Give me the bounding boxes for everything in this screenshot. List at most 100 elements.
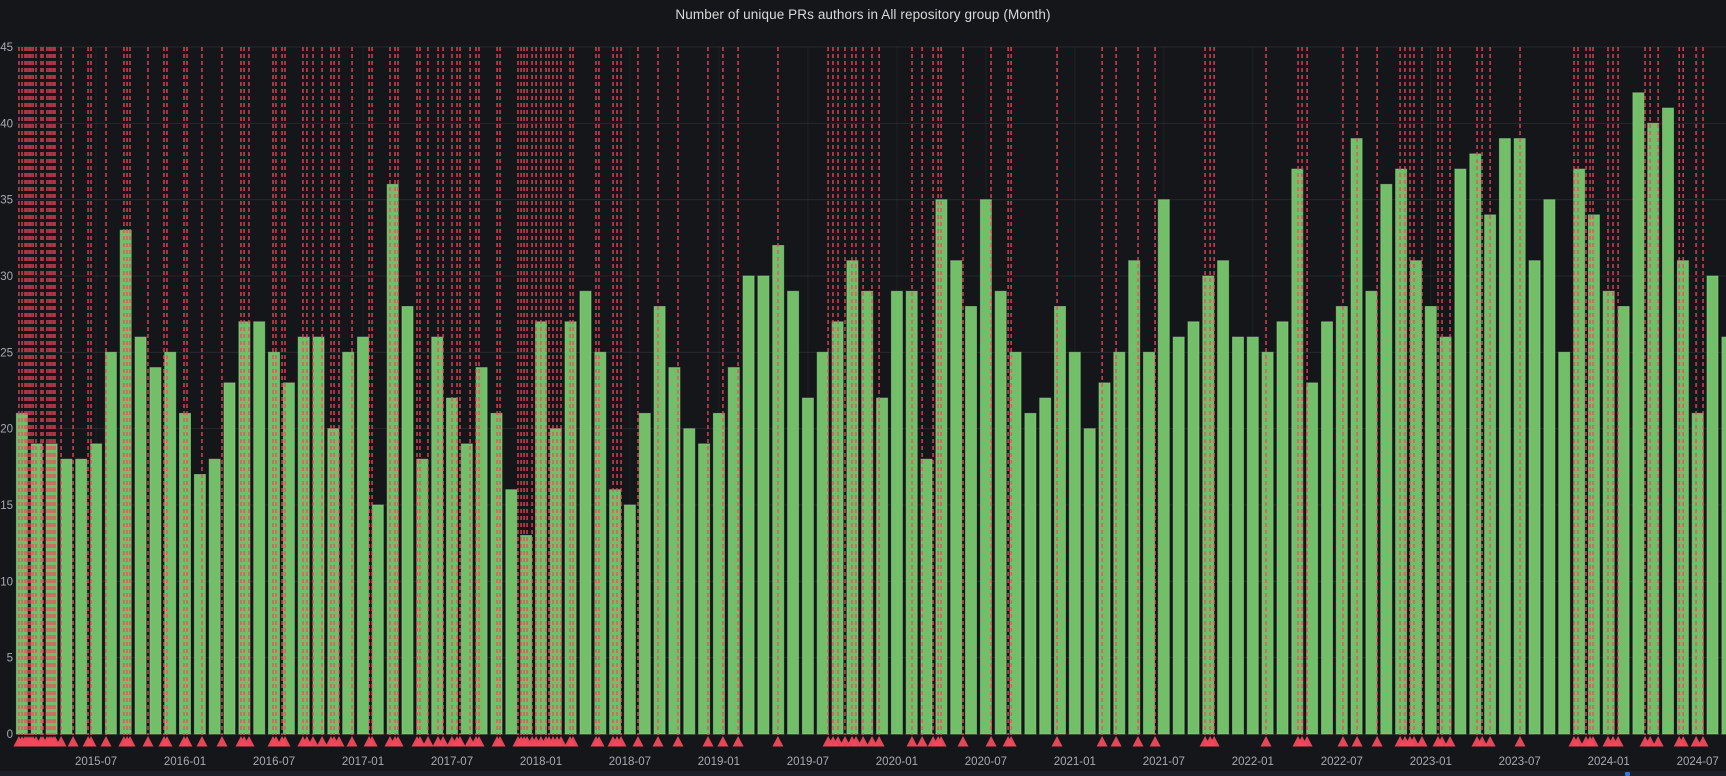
bar[interactable] [1543,199,1556,735]
annotation-marker[interactable] [1587,736,1599,747]
annotation-marker[interactable] [555,736,567,747]
bar[interactable] [342,351,355,735]
annotation-marker[interactable] [732,736,744,747]
bar[interactable] [208,458,221,735]
bar[interactable] [1024,412,1037,735]
bar[interactable] [505,489,518,735]
annotation-marker[interactable] [1416,736,1428,747]
annotation-marker[interactable] [67,736,79,747]
annotation-marker[interactable] [1051,736,1063,747]
bar[interactable] [1261,351,1274,735]
annotation-marker[interactable] [873,736,885,747]
bar[interactable] [386,183,399,735]
annotation-marker[interactable] [1690,736,1702,747]
annotation-marker[interactable] [832,736,844,747]
bar[interactable] [549,428,562,735]
bar[interactable] [979,199,992,735]
annotation-marker[interactable] [454,736,466,747]
bar[interactable] [75,458,88,735]
annotation-marker[interactable] [279,736,291,747]
bar[interactable] [134,336,147,735]
bar[interactable] [1691,412,1704,735]
annotation-marker[interactable] [935,736,947,747]
annotation-marker[interactable] [1208,736,1220,747]
bar[interactable] [712,412,725,735]
annotation-marker[interactable] [366,736,378,747]
annotation-marker[interactable] [567,736,579,747]
annotation-marker[interactable] [772,736,784,747]
bar[interactable] [357,336,369,735]
bar[interactable] [1187,321,1200,735]
annotation-marker[interactable] [161,736,173,747]
annotation-marker[interactable] [839,736,851,747]
bar[interactable] [1276,321,1289,735]
annotation-marker[interactable] [1096,736,1108,747]
bar[interactable] [268,351,280,735]
bar[interactable] [965,306,977,735]
bar[interactable] [223,382,236,735]
bar[interactable] [179,412,191,735]
bar[interactable] [757,275,770,735]
bar[interactable] [1439,336,1452,735]
annotation-marker[interactable] [494,736,506,747]
annotation-marker[interactable] [632,736,644,747]
annotation-marker[interactable] [437,736,449,747]
bar[interactable] [1409,260,1422,735]
annotation-marker[interactable] [702,736,714,747]
bar[interactable] [1335,306,1348,735]
bar[interactable] [297,336,310,735]
bar[interactable] [1143,351,1155,735]
bar[interactable] [1632,92,1645,735]
bar[interactable] [890,290,903,735]
bar[interactable] [1558,351,1571,735]
bar[interactable] [653,306,666,735]
bar[interactable] [327,428,340,735]
annotation-marker[interactable] [1301,736,1313,747]
annotation-marker[interactable] [196,736,208,747]
annotation-marker[interactable] [346,736,358,747]
annotation-marker[interactable] [1149,736,1161,747]
annotation-marker[interactable] [957,736,969,747]
annotation-marker[interactable] [850,736,862,747]
bar[interactable] [787,290,800,735]
bar[interactable] [401,306,414,735]
annotation-marker[interactable] [857,736,869,747]
bar[interactable] [1113,351,1126,735]
annotation-marker[interactable] [1476,736,1488,747]
annotation-marker[interactable] [1484,736,1496,747]
annotation-marker[interactable] [1514,736,1526,747]
annotation-marker[interactable] [906,736,918,747]
annotation-marker[interactable] [100,736,112,747]
bar[interactable] [1573,168,1586,735]
annotation-marker[interactable] [717,736,729,747]
annotation-marker[interactable] [181,736,193,747]
annotation-marker[interactable] [866,736,878,747]
bar[interactable] [431,336,444,735]
bar[interactable] [1098,382,1111,735]
annotation-marker[interactable] [1260,736,1272,747]
bar[interactable] [994,290,1007,735]
bar[interactable] [1054,306,1066,735]
bar[interactable] [520,535,533,735]
bar[interactable] [282,382,295,735]
bar[interactable] [1469,153,1482,735]
annotation-marker[interactable] [422,736,434,747]
bar[interactable] [1706,275,1719,735]
annotation-marker[interactable] [1677,736,1689,747]
bar[interactable] [1617,306,1630,735]
bar[interactable] [1662,107,1674,735]
bar[interactable] [727,367,740,735]
bar[interactable] [950,260,963,735]
bar[interactable] [1246,336,1259,735]
bar[interactable] [579,290,592,735]
annotation-marker[interactable] [593,736,605,747]
bar[interactable] [1128,260,1141,735]
bar[interactable] [638,412,651,735]
annotation-marker[interactable] [615,736,627,747]
bar[interactable] [1172,336,1185,735]
bar[interactable] [1454,168,1467,735]
bar[interactable] [1009,351,1022,735]
annotation-marker[interactable] [1697,736,1709,747]
annotation-marker[interactable] [124,736,136,747]
annotation-marker[interactable] [316,736,328,747]
